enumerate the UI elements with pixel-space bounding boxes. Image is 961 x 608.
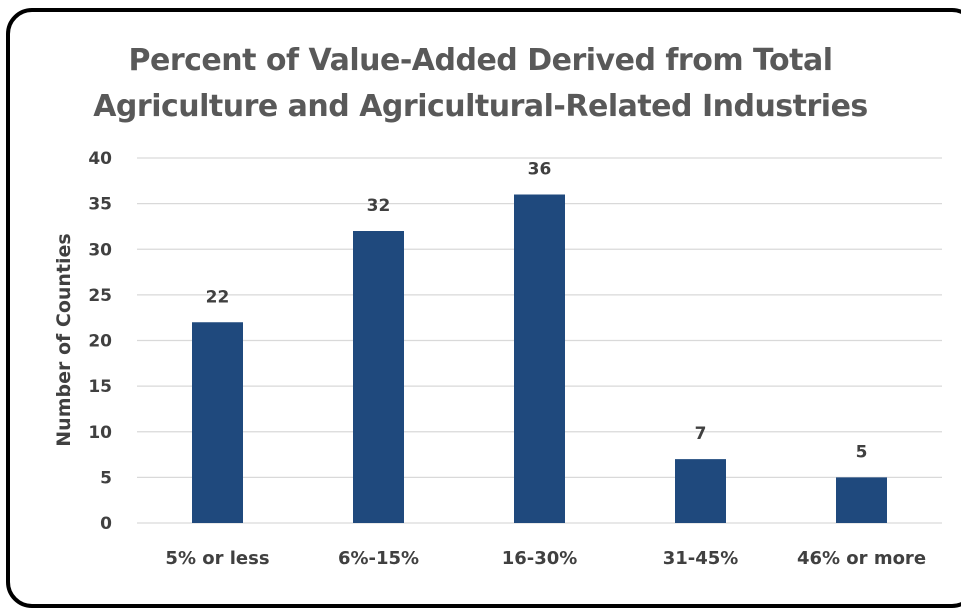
data-label: 32 xyxy=(367,196,391,216)
y-tick-label: 0 xyxy=(100,514,112,534)
data-label: 7 xyxy=(695,424,707,444)
data-labels: 22 32 36 7 5 xyxy=(206,160,868,463)
y-tick-label: 40 xyxy=(88,149,112,169)
y-tick-label: 30 xyxy=(88,240,112,260)
y-tick-label: 20 xyxy=(88,332,112,352)
y-tick-label: 5 xyxy=(100,468,112,488)
chart-title-line-2: Agriculture and Agricultural-Related Ind… xyxy=(93,89,868,124)
chart-title-line-1: Percent of Value-Added Derived from Tota… xyxy=(128,43,833,78)
y-tick-labels: 0 5 10 15 20 25 30 35 40 xyxy=(88,149,112,534)
bar-chart: 0 5 10 15 20 25 30 35 40 5% or less 6%-15% 16-30% 3… xyxy=(53,149,942,569)
x-tick-labels: 5% or less 6%-15% 16-30% 31-45% 46% or more xyxy=(165,548,926,569)
x-tick-label: 16-30% xyxy=(502,548,578,569)
x-tick-label: 5% or less xyxy=(165,548,269,569)
chart-title: Percent of Value-Added Derived from Tota… xyxy=(0,38,961,130)
bars xyxy=(192,194,887,523)
y-tick-label: 15 xyxy=(88,377,112,397)
y-axis-title: Number of Counties xyxy=(53,233,75,446)
y-tick-label: 10 xyxy=(88,423,112,443)
bar xyxy=(353,231,404,523)
x-tick-label: 31-45% xyxy=(663,548,739,569)
bar xyxy=(514,194,565,523)
bar xyxy=(192,322,243,523)
x-tick-label: 46% or more xyxy=(797,548,926,569)
x-tick-label: 6%-15% xyxy=(338,548,419,569)
chart-frame xyxy=(6,8,961,608)
data-label: 5 xyxy=(856,442,868,462)
y-tick-label: 35 xyxy=(88,195,112,215)
y-tick-label: 25 xyxy=(88,286,112,306)
data-label: 36 xyxy=(528,160,552,180)
bar xyxy=(675,459,726,523)
bar xyxy=(836,477,887,523)
data-label: 22 xyxy=(206,287,230,307)
